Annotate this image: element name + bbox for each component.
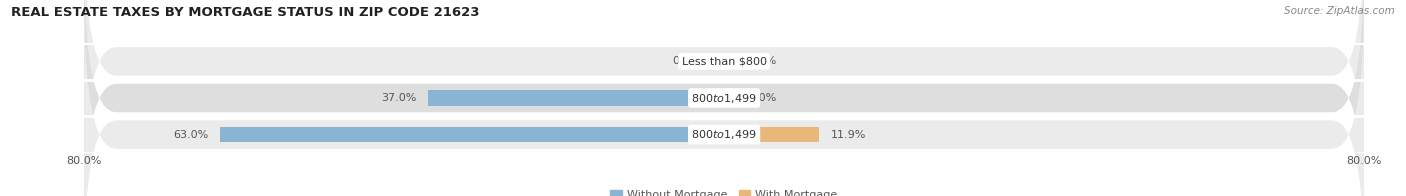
FancyBboxPatch shape [84,0,1364,193]
Legend: Without Mortgage, With Mortgage: Without Mortgage, With Mortgage [606,185,842,196]
Text: Less than $800: Less than $800 [682,56,766,66]
Text: 37.0%: 37.0% [381,93,416,103]
FancyBboxPatch shape [84,0,1364,196]
Text: 63.0%: 63.0% [173,130,208,140]
Bar [711,54,724,69]
Text: REAL ESTATE TAXES BY MORTGAGE STATUS IN ZIP CODE 21623: REAL ESTATE TAXES BY MORTGAGE STATUS IN … [11,6,479,19]
Text: 0.0%: 0.0% [748,56,776,66]
FancyBboxPatch shape [84,3,1364,196]
Text: Source: ZipAtlas.com: Source: ZipAtlas.com [1284,6,1395,16]
Text: 0.0%: 0.0% [748,93,776,103]
Bar [724,90,737,106]
Text: $800 to $1,499: $800 to $1,499 [692,128,756,141]
Bar [724,127,820,142]
Bar [724,54,737,69]
Text: 0.0%: 0.0% [672,56,700,66]
Bar [221,127,724,142]
Bar [429,90,724,106]
Text: 11.9%: 11.9% [831,130,866,140]
Text: $800 to $1,499: $800 to $1,499 [692,92,756,104]
